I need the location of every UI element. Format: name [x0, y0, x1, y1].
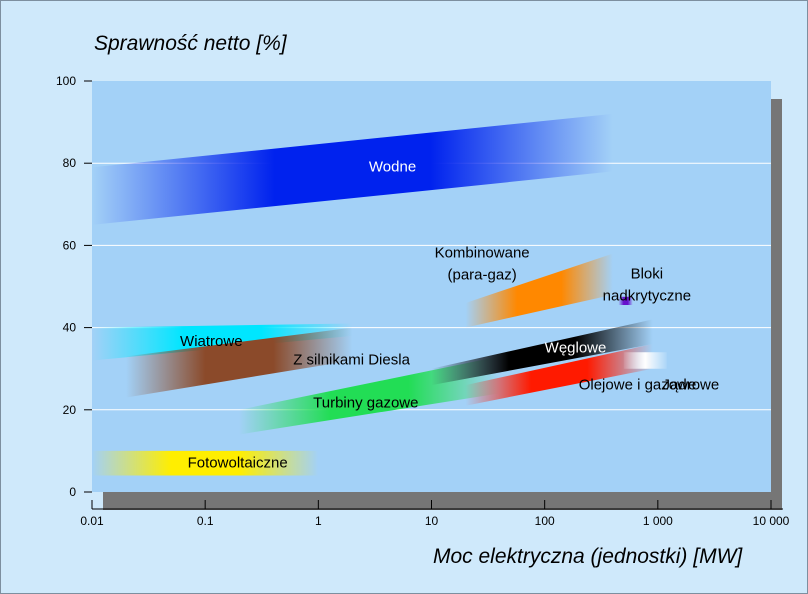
- band-kombinowane-para-gaz-: [465, 253, 613, 328]
- series-label: Turbiny gazowe: [313, 395, 418, 412]
- x-tick-label: 10 000: [753, 514, 790, 528]
- x-tick-label: 10: [425, 514, 439, 528]
- series-label: Wiatrowe: [180, 333, 243, 350]
- band-olejowe-i-gazowe: [465, 344, 653, 406]
- y-tick-label: 80: [63, 156, 77, 170]
- x-axis-label: Moc elektryczna (jednostki) [MW]: [433, 545, 743, 568]
- series-label: Fotowoltaiczne: [188, 454, 288, 471]
- y-tick-label: 40: [63, 321, 77, 335]
- series-label: Olejowe i gazowe: [579, 376, 697, 393]
- series-label: Bloki: [631, 265, 664, 282]
- y-tick-label: 20: [63, 403, 77, 417]
- y-tick-label: 60: [63, 238, 77, 252]
- band-wiatrowe: [92, 323, 353, 361]
- band-z-silnikami-diesla: [126, 327, 353, 398]
- x-tick-label: 1: [315, 514, 322, 528]
- x-tick-label: 0.1: [197, 514, 214, 528]
- x-tick-label: 1 000: [643, 514, 673, 528]
- series-label: (para-gaz): [448, 267, 517, 284]
- series-label: nadkrytyczne: [603, 287, 691, 304]
- band-węglowe: [431, 319, 653, 386]
- band-jądrowe: [623, 352, 667, 369]
- band-fotowoltaiczne: [92, 450, 319, 476]
- series-label: Z silnikami Diesla: [293, 352, 410, 369]
- y-tick-label: 0: [69, 485, 76, 499]
- series-label: Jądrowe: [663, 376, 720, 393]
- y-tick-label: 100: [56, 74, 76, 88]
- series-label: Wodne: [369, 158, 416, 175]
- y-axis-label: Sprawność netto [%]: [94, 32, 287, 55]
- x-tick-label: 0.01: [80, 514, 104, 528]
- series-label: Węglowe: [545, 339, 607, 356]
- band-wodne: [92, 113, 613, 225]
- series-label: Kombinowane: [435, 245, 530, 262]
- band-bloki-nadkrytyczne: [618, 296, 633, 305]
- x-tick-label: 100: [535, 514, 555, 528]
